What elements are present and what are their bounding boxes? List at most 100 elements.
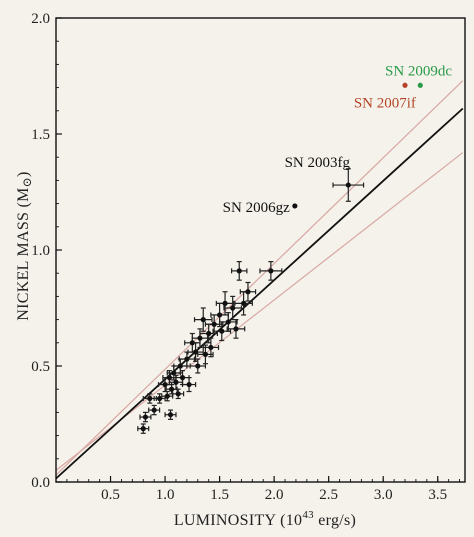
x-tick-label: 0.5 xyxy=(101,487,120,503)
point-marker xyxy=(171,370,177,376)
point-marker xyxy=(236,268,242,274)
fit-line-group xyxy=(55,107,464,480)
annotation-dot xyxy=(292,203,298,209)
annotation-label: SN 2003fg xyxy=(285,155,351,171)
point-marker xyxy=(166,375,173,381)
annotation-label: SN 2006gz xyxy=(223,200,290,216)
point-marker xyxy=(230,305,236,311)
x-tick-label: 1.0 xyxy=(156,487,175,503)
point-marker xyxy=(217,312,223,318)
point-marker xyxy=(167,412,174,418)
data-point xyxy=(219,312,238,332)
x-axis-title-sup: 43 xyxy=(302,509,314,521)
y-axis-title-sub: ⊙ xyxy=(20,177,34,187)
bound-line-0 xyxy=(55,80,464,476)
data-point xyxy=(215,291,235,316)
point-marker xyxy=(177,363,183,369)
y-tick-label: 2.0 xyxy=(31,11,50,27)
data-point xyxy=(139,411,152,423)
point-marker xyxy=(211,321,217,327)
data-point xyxy=(226,319,246,339)
point-marker xyxy=(173,379,179,385)
data-point xyxy=(137,423,150,434)
y-axis-ticks: 0.0 0.5 1.0 1.5 2.0 xyxy=(31,11,62,491)
point-marker xyxy=(240,300,247,306)
x-axis-title-main: LUMINOSITY (10 xyxy=(174,512,302,529)
data-point xyxy=(197,344,214,365)
point-marker xyxy=(345,182,351,188)
point-marker xyxy=(151,407,157,413)
data-point xyxy=(181,377,197,393)
point-marker xyxy=(200,317,206,323)
y-axis-title: NICKEL MASS (M⊙) xyxy=(15,171,34,320)
x-tick-label: 2.0 xyxy=(265,487,284,503)
data-point xyxy=(161,390,174,402)
point-marker xyxy=(169,386,175,392)
point-marker xyxy=(245,289,251,295)
data-points xyxy=(137,168,365,434)
annotation: SN 2006gz xyxy=(223,200,298,216)
annotation-label: SN 2009dc xyxy=(385,63,452,79)
point-marker xyxy=(162,381,168,388)
point-marker xyxy=(268,268,274,274)
data-point xyxy=(259,261,283,281)
y-tick-label: 0.5 xyxy=(31,359,50,375)
point-marker xyxy=(189,340,195,346)
annotation-label: SN 2007if xyxy=(354,95,416,111)
point-marker xyxy=(175,391,181,397)
point-marker xyxy=(219,328,225,334)
point-marker xyxy=(179,375,186,381)
data-point xyxy=(187,342,204,362)
data-point xyxy=(332,168,365,202)
point-marker xyxy=(164,393,170,399)
point-marker xyxy=(184,356,190,362)
point-marker xyxy=(195,363,201,369)
fit-line xyxy=(55,107,464,480)
x-tick-label: 3.5 xyxy=(428,487,447,503)
x-axis-title: LUMINOSITY (1043 erg/s) xyxy=(174,509,356,529)
point-marker xyxy=(186,381,192,388)
y-tick-label: 0.0 xyxy=(31,475,50,491)
data-point xyxy=(239,281,257,302)
annotation-dot xyxy=(402,82,408,88)
x-axis-ticks: 0.5 1.0 1.5 2.0 2.5 3.0 3.5 xyxy=(66,476,460,503)
point-marker xyxy=(202,351,209,357)
data-point xyxy=(230,261,248,281)
point-marker xyxy=(140,426,146,432)
annotation: SN 2007if xyxy=(354,82,416,111)
point-marker xyxy=(193,349,199,355)
point-marker xyxy=(222,300,228,306)
data-point xyxy=(164,409,177,420)
x-tick-label: 2.5 xyxy=(319,487,338,503)
annotation: SN 2009dc xyxy=(385,63,452,88)
annotation: SN 2003fg xyxy=(285,155,351,171)
point-marker xyxy=(206,330,212,337)
data-point xyxy=(189,358,207,374)
data-point xyxy=(178,351,196,367)
data-point xyxy=(223,295,243,321)
point-marker xyxy=(197,335,203,341)
annotations: SN 2003fg SN 2006gz SN 2009dc SN 2007if xyxy=(223,63,453,216)
annotation-dot xyxy=(417,82,423,88)
y-tick-label: 1.5 xyxy=(31,127,50,143)
y-axis-title-main: NICKEL MASS (M xyxy=(15,187,32,320)
point-marker xyxy=(142,414,149,420)
x-axis-title-unit: erg/s) xyxy=(314,512,356,529)
point-marker xyxy=(147,395,153,402)
data-point xyxy=(172,388,185,400)
point-marker xyxy=(225,319,231,325)
data-point xyxy=(234,291,253,316)
y-tick-label: 1.0 xyxy=(31,243,50,259)
data-point xyxy=(148,404,161,416)
data-point xyxy=(142,393,157,404)
x-tick-label: 1.5 xyxy=(210,487,229,503)
point-marker xyxy=(208,344,214,351)
data-point xyxy=(202,337,220,358)
data-point xyxy=(193,307,213,332)
point-marker xyxy=(157,395,163,402)
data-point xyxy=(153,393,166,404)
x-tick-label: 3.0 xyxy=(374,487,393,503)
y-axis-title-end: ) xyxy=(15,171,32,177)
